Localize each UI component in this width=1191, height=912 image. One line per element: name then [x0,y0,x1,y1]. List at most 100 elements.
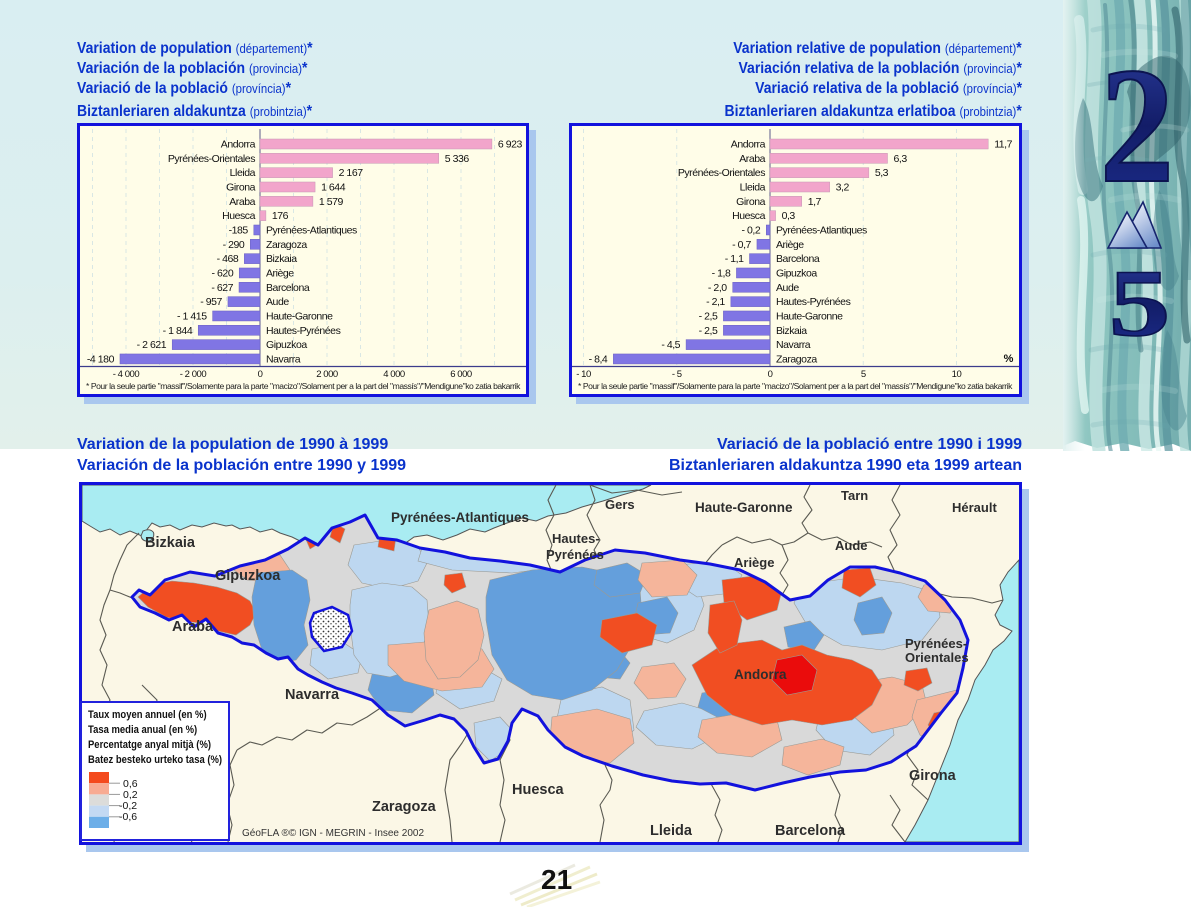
svg-text:Pyrénées-Orientales: Pyrénées-Orientales [678,167,765,179]
svg-text:Huesca: Huesca [512,782,565,798]
svg-text:Tarn: Tarn [841,488,868,503]
svg-text:- 5: - 5 [672,369,682,380]
svg-text:Lleida: Lleida [740,181,766,193]
svg-text:Ariège: Ariège [734,555,774,570]
svg-text:0: 0 [768,369,773,380]
svg-text:Barcelona: Barcelona [775,823,846,839]
svg-text:2 167: 2 167 [339,167,364,179]
svg-text:Pyrénées-Atlantiques: Pyrénées-Atlantiques [266,224,357,236]
svg-text:Navarra: Navarra [285,687,340,703]
svg-text:Aude: Aude [835,538,868,553]
svg-text:- 620: - 620 [212,267,234,279]
svg-text:Gipuzkoa: Gipuzkoa [266,339,307,351]
svg-text:Orientales: Orientales [905,650,969,665]
svg-text:10: 10 [952,369,962,380]
svg-text:- 1 415: - 1 415 [177,310,207,322]
svg-text:Ariège: Ariège [266,267,294,279]
svg-text:Zaragoza: Zaragoza [266,239,307,251]
svg-text:-185: -185 [229,224,249,236]
svg-text:Lleida: Lleida [650,823,693,839]
svg-text:- 2,5: - 2,5 [699,310,718,322]
svg-text:- 2 000: - 2 000 [180,369,207,380]
svg-text:0,3: 0,3 [782,210,796,222]
svg-text:Araba: Araba [739,153,765,165]
svg-text:Pyrénées-Atlantiques: Pyrénées-Atlantiques [776,224,867,236]
svg-text:Pyrénées-Orientales: Pyrénées-Orientales [168,153,255,165]
svg-text:6 000: 6 000 [450,369,472,380]
svg-text:Gipuzkoa: Gipuzkoa [215,568,281,584]
svg-text:-4 180: -4 180 [87,353,115,365]
svg-text:Gipuzkoa: Gipuzkoa [776,267,817,279]
svg-text:Zaragoza: Zaragoza [776,353,817,365]
svg-text:5: 5 [861,369,866,380]
svg-text:- 1 844: - 1 844 [163,325,193,337]
svg-text:11,7: 11,7 [994,139,1012,151]
svg-text:Barcelona: Barcelona [776,253,820,265]
svg-text:Navarra: Navarra [776,339,811,351]
svg-text:* Pour la seule partie "massif: * Pour la seule partie "massif"/Solament… [86,381,521,391]
svg-text:0: 0 [258,369,263,380]
svg-text:6 923: 6 923 [498,139,523,151]
svg-text:Ariège: Ariège [776,239,804,251]
svg-text:Zaragoza: Zaragoza [372,799,437,815]
svg-text:5: 5 [1109,250,1171,355]
svg-text:3,2: 3,2 [836,181,850,193]
svg-text:Araba: Araba [229,196,255,208]
svg-text:- 1,8: - 1,8 [712,267,731,279]
svg-text:- 8,4: - 8,4 [589,353,608,365]
svg-text:5,3: 5,3 [875,167,889,179]
svg-text:- 627: - 627 [211,282,233,294]
svg-text:Huesca: Huesca [732,210,766,222]
svg-text:6,3: 6,3 [894,153,908,165]
svg-text:1 644: 1 644 [321,181,346,193]
svg-text:-0,2: -0,2 [119,800,137,812]
svg-text:Pyrénées-: Pyrénées- [905,636,967,651]
svg-text:0,2: 0,2 [123,789,138,801]
svg-text:* Pour la seule partie "massif: * Pour la seule partie "massif"/Solament… [578,381,1013,391]
svg-text:Hautes-Pyrénées: Hautes-Pyrénées [266,325,341,337]
svg-text:Bizkaia: Bizkaia [145,535,196,551]
svg-text:- 2,0: - 2,0 [708,282,727,294]
svg-text:Bizkaia: Bizkaia [776,325,807,337]
svg-text:1 579: 1 579 [319,196,344,208]
svg-text:Araba: Araba [172,619,214,635]
svg-text:Andorra: Andorra [221,139,256,151]
svg-text:Hautes-: Hautes- [552,531,600,546]
svg-text:5 336: 5 336 [445,153,470,165]
svg-text:- 468: - 468 [217,253,239,265]
svg-text:Girona: Girona [736,196,765,208]
svg-text:- 0,7: - 0,7 [732,239,751,251]
svg-text:Andorra: Andorra [731,139,766,151]
svg-text:Haute-Garonne: Haute-Garonne [266,310,333,322]
svg-text:- 957: - 957 [200,296,222,308]
svg-text:Aude: Aude [266,296,289,308]
svg-text:-0,6: -0,6 [119,811,137,823]
svg-text:Haute-Garonne: Haute-Garonne [776,310,843,322]
svg-text:Haute-Garonne: Haute-Garonne [695,500,793,515]
svg-text:Lleida: Lleida [230,167,256,179]
svg-text:- 2,1: - 2,1 [706,296,725,308]
svg-text:2: 2 [1100,34,1175,218]
svg-text:Pyrénées-Atlantiques: Pyrénées-Atlantiques [391,510,529,525]
svg-text:Girona: Girona [909,768,957,784]
svg-text:Huesca: Huesca [222,210,256,222]
svg-text:- 290: - 290 [223,239,245,251]
svg-text:Girona: Girona [226,181,255,193]
svg-text:- 1,1: - 1,1 [725,253,744,265]
svg-text:Aude: Aude [776,282,799,294]
svg-text:- 10: - 10 [576,369,591,380]
svg-text:Bizkaia: Bizkaia [266,253,297,265]
svg-text:- 4 000: - 4 000 [113,369,140,380]
svg-text:Hautes-Pyrénées: Hautes-Pyrénées [776,296,851,308]
svg-text:Gers: Gers [605,497,635,512]
svg-text:0,6: 0,6 [123,778,138,790]
svg-text:- 4,5: - 4,5 [661,339,680,351]
svg-text:4 000: 4 000 [383,369,405,380]
svg-text:Hérault: Hérault [952,500,997,515]
svg-text:Barcelona: Barcelona [266,282,310,294]
svg-text:1,7: 1,7 [808,196,822,208]
svg-text:Navarra: Navarra [266,353,301,365]
svg-text:2 000: 2 000 [316,369,338,380]
svg-text:- 0,2: - 0,2 [742,224,761,236]
svg-text:Andorra: Andorra [734,667,787,682]
